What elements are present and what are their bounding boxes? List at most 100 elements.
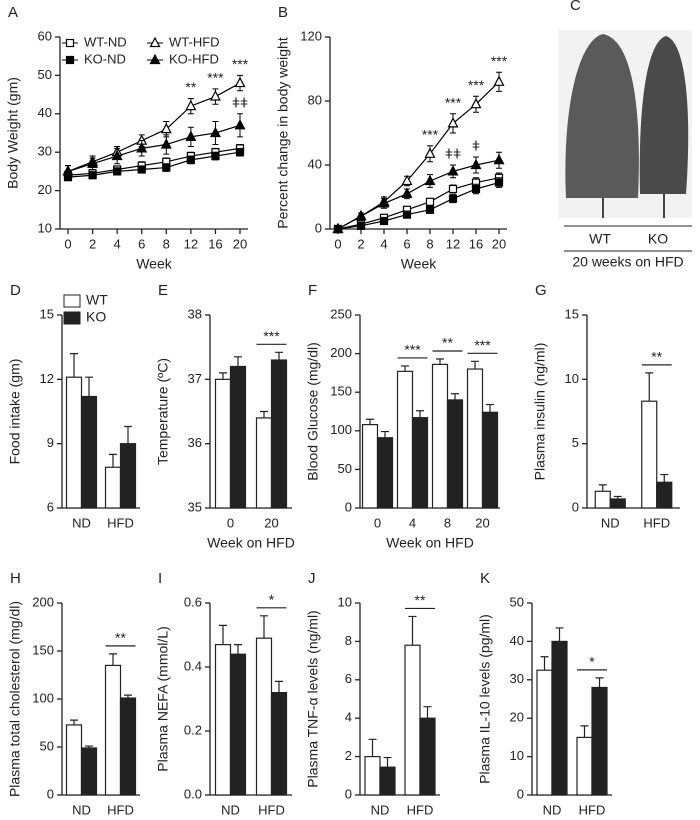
point (493, 75, 505, 86)
error-bar (275, 680, 283, 693)
x-tick-label: 6 (403, 236, 410, 251)
y-tick-label: 0 (345, 786, 352, 801)
x-tick-label: 20 (264, 515, 278, 530)
y-tick-label: 100 (330, 422, 352, 437)
error-bar (416, 410, 424, 418)
x-tick-label: 0 (374, 515, 381, 530)
x-tick-label: 12 (184, 236, 198, 251)
significance: *** (491, 53, 508, 69)
point (234, 119, 246, 130)
x-tick-label: ND (601, 515, 620, 530)
point (87, 157, 99, 168)
point (111, 149, 123, 161)
legend-label: WT (86, 292, 108, 308)
y-tick-label: 4 (345, 710, 352, 725)
bar (404, 644, 421, 796)
y-tick-label: 50 (38, 67, 52, 82)
error-bar (423, 706, 432, 719)
point (62, 165, 74, 176)
significance: *** (263, 328, 280, 344)
y-axis-title: Food intake (gm) (7, 359, 23, 465)
y-tick-label: 0.4 (184, 658, 202, 673)
bar (119, 443, 137, 509)
y-tick-label: 0 (572, 499, 579, 514)
bar (255, 637, 273, 796)
y-tick-label: 40 (308, 156, 322, 171)
x-tick-label: 8 (426, 236, 433, 251)
y-tick-label: 150 (330, 384, 352, 399)
error-bar (124, 425, 132, 444)
point (332, 222, 344, 234)
y-tick-label: 5 (572, 435, 579, 450)
significance: *** (404, 342, 421, 358)
point (470, 97, 482, 109)
bar (361, 424, 379, 509)
bar (104, 466, 122, 509)
x-tick-label: ND (72, 515, 91, 530)
x-axis-title: Week on HFD (386, 535, 474, 551)
bar (214, 643, 232, 796)
bar (270, 691, 288, 796)
bar (591, 686, 608, 796)
error-bar (580, 725, 589, 738)
error-bar (109, 653, 117, 666)
y-tick-label: 40 (510, 633, 524, 648)
bar (431, 363, 449, 509)
error-bar (124, 694, 132, 699)
bar (576, 736, 593, 796)
error-bar (401, 365, 409, 372)
error-bar (613, 495, 622, 499)
bar (536, 669, 553, 796)
panel-letter: C (570, 0, 581, 14)
point (448, 194, 458, 203)
point (470, 158, 482, 170)
x-tick-label: 16 (208, 236, 222, 251)
point (447, 117, 459, 128)
point (88, 171, 97, 180)
bar (104, 664, 122, 796)
x-axis-title: Week on HFD (207, 535, 295, 551)
significance: *** (474, 337, 491, 353)
point (448, 184, 458, 194)
caption: 20 weeks on HFD (572, 254, 683, 270)
error-bar (85, 376, 93, 397)
error-bar (109, 453, 117, 468)
legend-marker (149, 53, 161, 65)
x-tick-label: 20 (233, 236, 247, 251)
error-bar (219, 372, 227, 380)
bar (419, 717, 436, 796)
point (402, 210, 412, 219)
y-tick-label: 0 (517, 786, 524, 801)
bar (255, 417, 273, 509)
point (494, 178, 504, 187)
legend-label: KO-HFD (169, 51, 219, 66)
error-bar (451, 393, 459, 400)
y-tick-label: 50 (40, 738, 54, 753)
significance: *** (468, 77, 485, 93)
point (137, 165, 146, 174)
y-tick-label: 20 (510, 710, 524, 725)
error-bar (598, 484, 607, 492)
y-tick-label: 80 (308, 92, 322, 107)
y-tick-label: 30 (38, 144, 52, 159)
y-tick-label: 50 (338, 461, 352, 476)
panel-letter: E (158, 282, 168, 299)
y-tick-label: 10 (338, 594, 352, 609)
legend-marker (65, 38, 75, 48)
y-tick-label: 30 (510, 671, 524, 686)
bar (65, 724, 83, 796)
error-bar (368, 738, 377, 757)
error-bar (85, 745, 93, 748)
panel-letter: H (10, 570, 21, 587)
error-bar (234, 644, 242, 655)
error-bar (234, 356, 242, 367)
x-tick-label: HFD (643, 515, 670, 530)
point (471, 184, 481, 194)
point (356, 221, 366, 230)
y-tick-label: 12 (40, 371, 54, 386)
legend-label: KO (86, 309, 106, 325)
error-bar (70, 353, 78, 378)
x-tick-label: HFD (258, 802, 285, 817)
error-bar (260, 410, 268, 418)
significance: ** (185, 79, 196, 95)
